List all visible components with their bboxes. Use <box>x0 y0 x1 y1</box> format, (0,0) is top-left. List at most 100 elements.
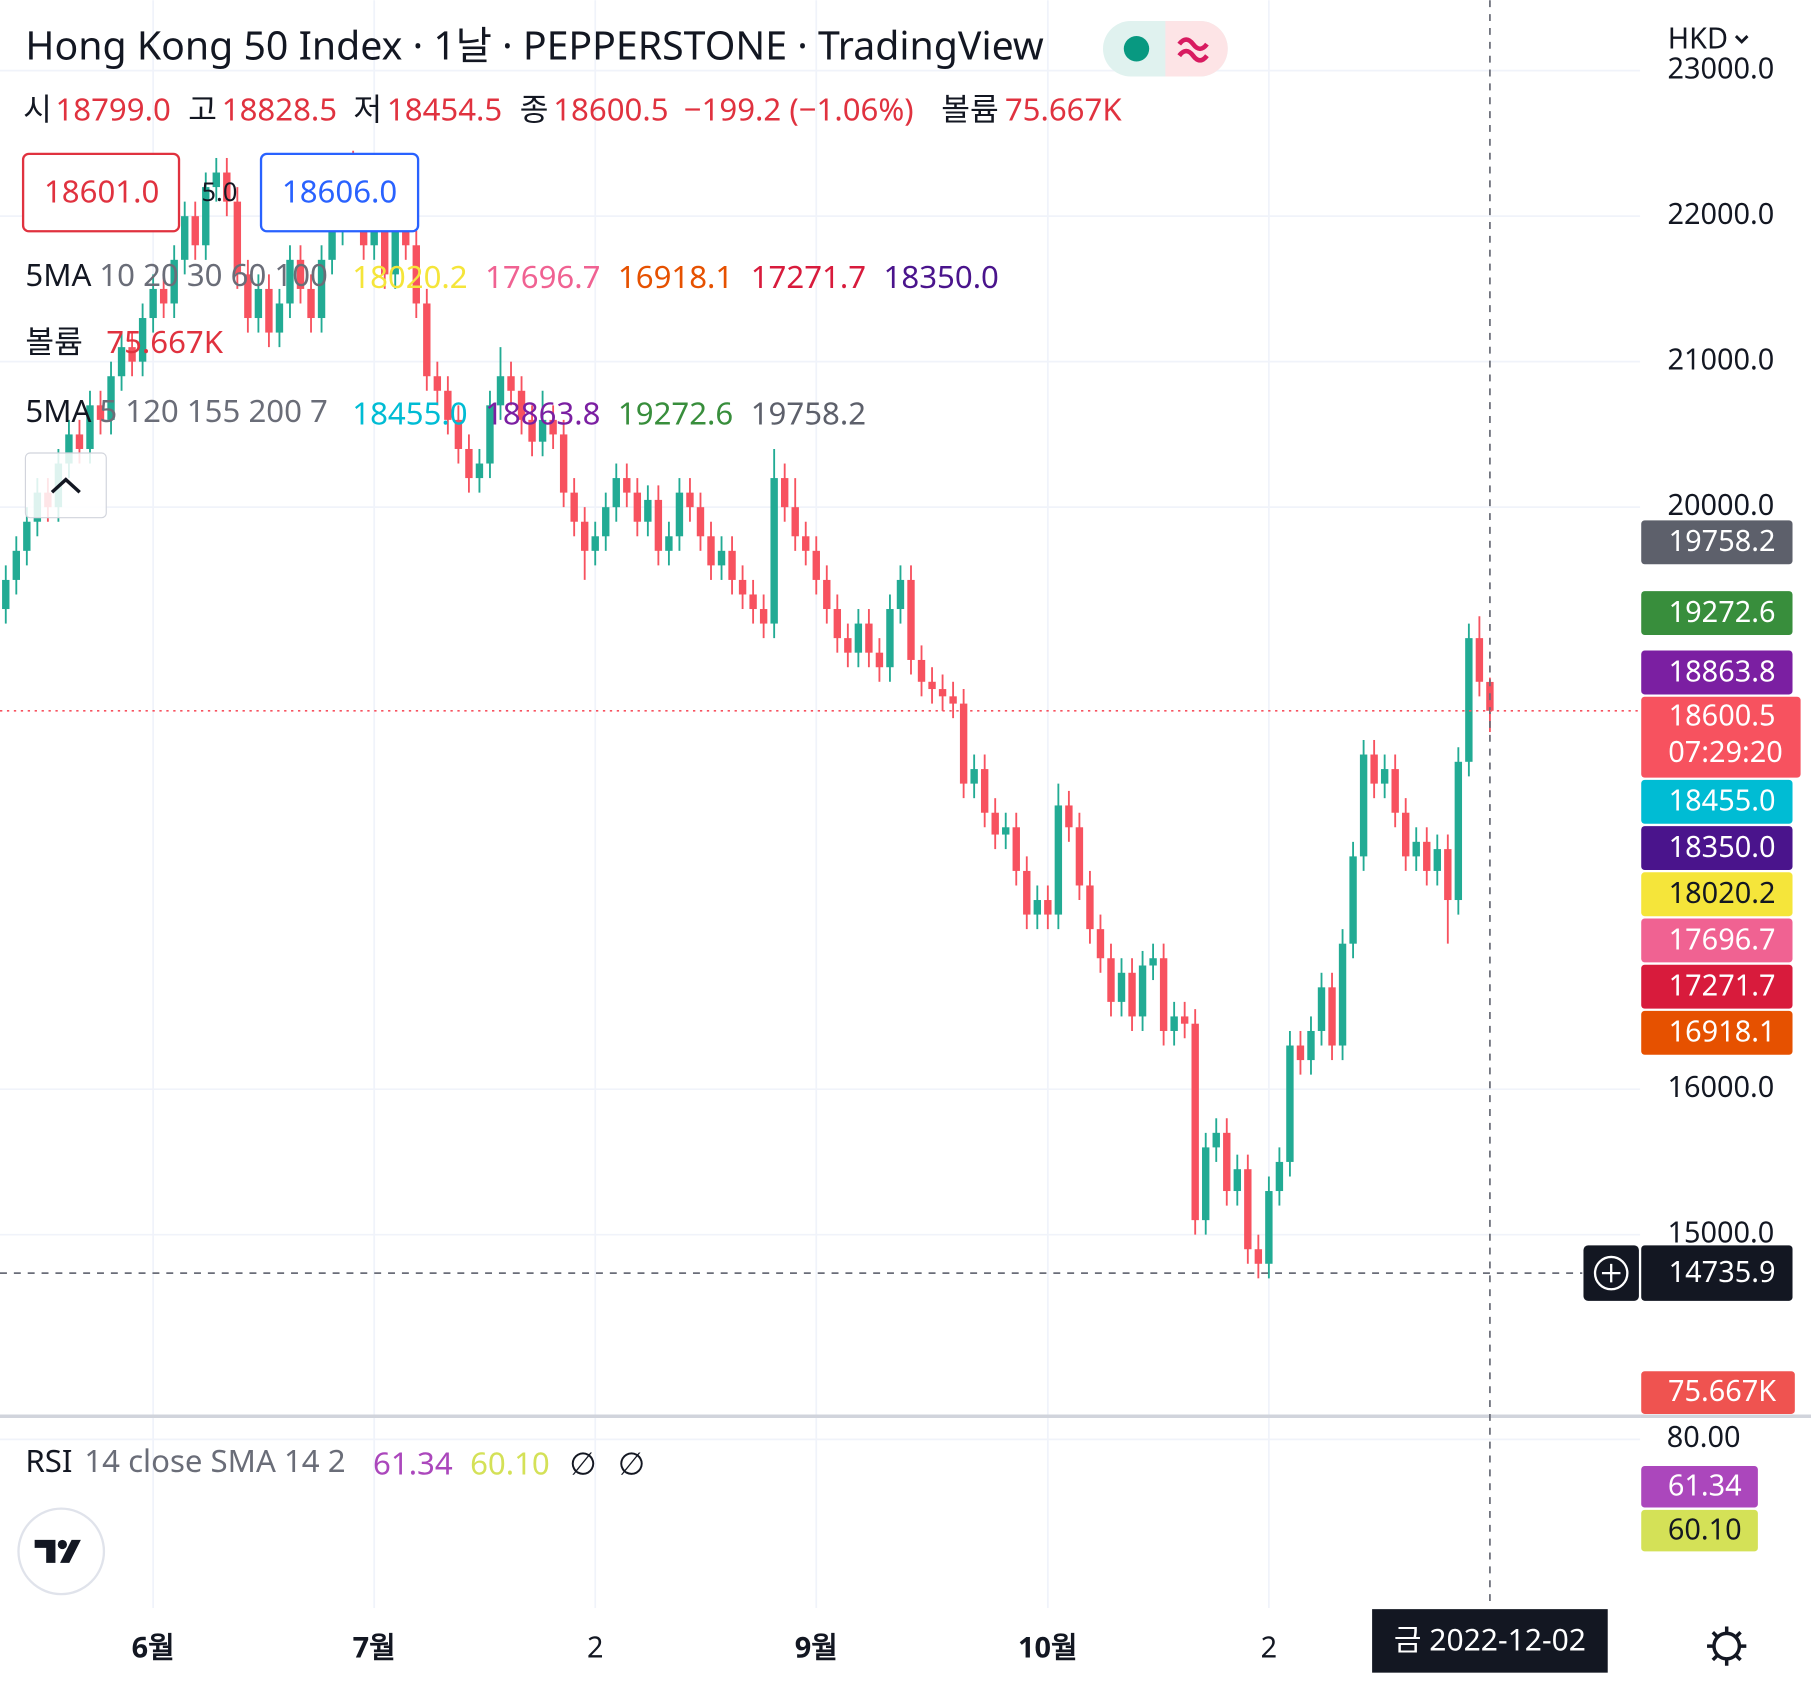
collapse-box <box>24 452 107 519</box>
indicator-name: 5MA <box>25 254 91 296</box>
candle-body <box>1012 827 1020 871</box>
volume-tag <box>1641 1371 1795 1414</box>
current-price-tag <box>1641 696 1801 778</box>
x-tick-label: 7월 <box>353 1627 396 1666</box>
candle-body <box>865 623 873 653</box>
candle-body <box>117 347 126 377</box>
high-label: 고 <box>188 89 217 131</box>
candle-body <box>265 288 273 333</box>
crosshair-price: 14735.9 <box>1669 1252 1776 1291</box>
candle-body <box>1170 1016 1178 1031</box>
sell-button[interactable]: 18601.0 <box>21 152 181 233</box>
date-label: 금 2022-12-02 <box>1394 1619 1586 1660</box>
price-tags: 14735.9 19758.2 19272.6 18863.8 18600.507:29… <box>1583 520 1801 1552</box>
candle-body <box>517 390 526 420</box>
market-open-dot <box>1123 36 1150 62</box>
spread: 5.0 <box>202 175 238 209</box>
candle-body <box>1054 805 1063 915</box>
ma-price-tag <box>1641 591 1793 635</box>
candle-body <box>1444 849 1452 901</box>
candle-body <box>1128 972 1136 1017</box>
candle-body <box>233 201 242 275</box>
candle-body <box>181 216 189 260</box>
candle-body <box>391 216 399 275</box>
candle-body <box>538 419 547 442</box>
y-tick-label: 22000.0 <box>1668 194 1775 233</box>
candle-body <box>149 288 157 319</box>
candle-body <box>717 550 726 566</box>
x-tick-label: 10월 <box>1018 1627 1078 1666</box>
candle-body <box>286 259 294 304</box>
candle-body <box>317 259 326 319</box>
candle-body <box>12 550 20 580</box>
buy-price: 18606.0 <box>282 171 397 213</box>
ma-price: 17271.7 <box>1669 966 1776 1005</box>
candle-body <box>875 652 884 668</box>
ma-price-tag <box>1641 872 1793 917</box>
ma-price: 18020.2 <box>1669 873 1776 912</box>
ma-legend-1: 5MA 10 20 30 60 100 <box>25 254 327 296</box>
candle-body <box>75 434 84 449</box>
ma-value: 19272.6 <box>618 392 733 434</box>
candle-body <box>1391 769 1399 813</box>
currency[interactable]: HKD <box>1668 18 1728 57</box>
candle-body <box>1402 812 1410 857</box>
candle-body <box>444 390 452 420</box>
tradingview-logo[interactable] <box>17 1507 106 1596</box>
candle-body <box>1296 1045 1305 1061</box>
candle-body <box>844 638 852 653</box>
candle-body <box>1317 987 1326 1031</box>
rsi-value: 61.34 <box>373 1442 453 1484</box>
ma-price-tag <box>1641 779 1793 824</box>
indicator-name: 5MA <box>25 390 91 432</box>
candle-body <box>528 419 536 442</box>
candle-body <box>1096 929 1105 959</box>
candle-body <box>591 536 599 551</box>
candle-body <box>496 376 505 406</box>
candle-body <box>580 521 589 551</box>
volume-value: 75.667K <box>106 321 224 363</box>
settings-button[interactable] <box>1707 1626 1747 1666</box>
candle-body <box>370 230 378 246</box>
volume-legend: 볼륨 75.667K <box>25 321 223 363</box>
candle-body <box>212 172 220 188</box>
candle-body <box>465 448 473 479</box>
ma-price: 19758.2 <box>1669 521 1776 560</box>
candle-body <box>328 230 336 260</box>
candle-body <box>1465 638 1473 762</box>
candle-body <box>433 376 442 391</box>
ma-value: 17271.7 <box>751 256 866 298</box>
crosshair-date: 금 2022-12-02 <box>1372 1609 1608 1673</box>
candle-body <box>612 478 620 508</box>
current-price: 18600.5 <box>1669 695 1776 734</box>
candle-body <box>1349 856 1357 944</box>
rsi-empty: ∅ <box>618 1442 645 1484</box>
sell-box <box>21 152 181 233</box>
buy-button[interactable]: 18606.0 <box>259 152 420 233</box>
rsi-sma-value: 60.10 <box>470 1442 550 1484</box>
ma-price-tag <box>1641 520 1793 565</box>
rsi-params: 14 close SMA 14 2 <box>84 1440 345 1482</box>
rsi-tag-label: 60.10 <box>1668 1510 1742 1549</box>
candle-body <box>749 594 757 610</box>
rsi-tag-label: 61.34 <box>1668 1466 1742 1505</box>
candle-body <box>244 274 252 319</box>
candle-body <box>549 419 557 435</box>
candle-body <box>644 499 652 522</box>
candle-body <box>475 463 484 479</box>
candle-body <box>696 507 705 537</box>
logo-mark <box>34 1539 81 1563</box>
close-value: 18600.5 <box>553 89 668 131</box>
candle-body <box>1328 987 1336 1046</box>
crosshair-price-tag <box>1641 1245 1793 1301</box>
candle-body <box>896 579 905 610</box>
candle-body <box>1033 900 1042 915</box>
candle-body <box>1191 1023 1199 1221</box>
rsi-name: RSI <box>25 1440 72 1482</box>
candle-body <box>1254 1249 1263 1264</box>
status-pill[interactable] <box>1103 21 1228 77</box>
collapse-button[interactable] <box>24 452 107 519</box>
candle-body <box>1244 1169 1252 1250</box>
candle-body <box>1023 870 1031 915</box>
